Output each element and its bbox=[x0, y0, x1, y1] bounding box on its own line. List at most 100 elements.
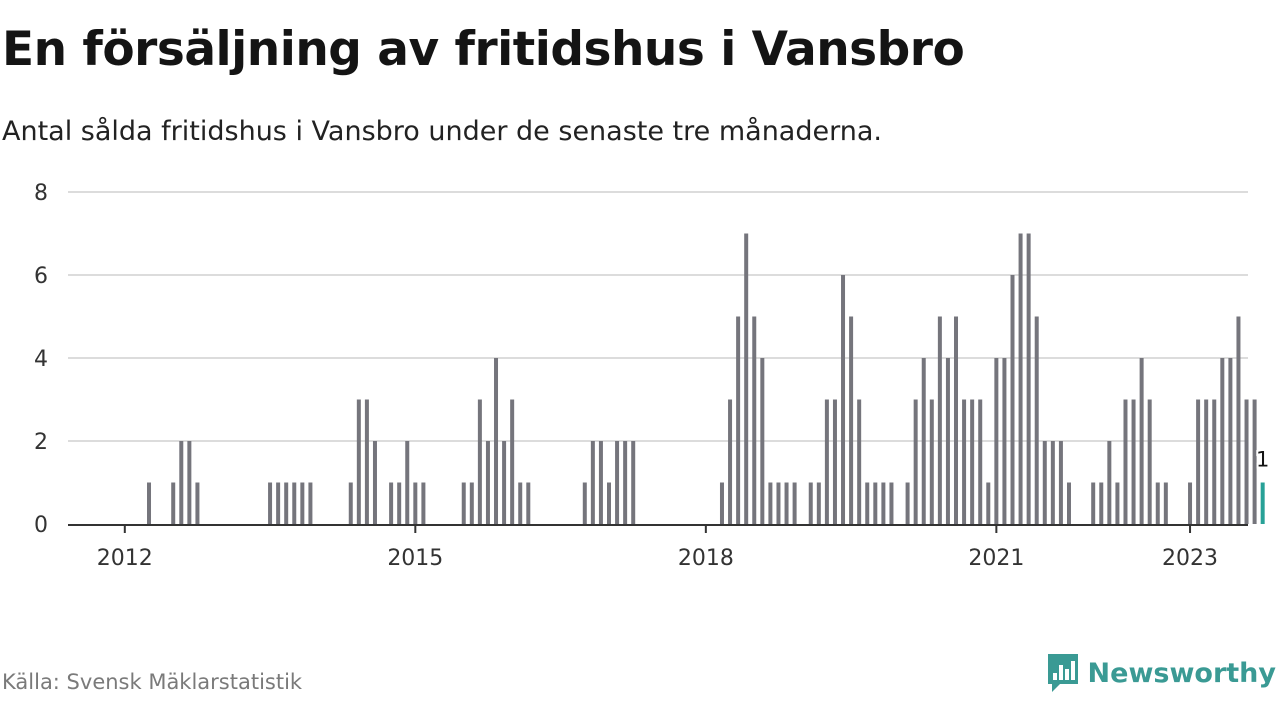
bar bbox=[1066, 482, 1071, 524]
bar bbox=[1236, 316, 1241, 524]
bar bbox=[824, 399, 829, 524]
bar bbox=[1163, 482, 1168, 524]
last-value-label: 1 bbox=[1256, 448, 1269, 472]
bar bbox=[784, 482, 789, 524]
x-axis-ticks: 2012 2015 2018 2021 2023 bbox=[97, 525, 1218, 571]
bar bbox=[502, 441, 507, 524]
bar bbox=[849, 316, 854, 524]
bar bbox=[1010, 275, 1015, 524]
brand-name: Newsworthy bbox=[1087, 657, 1276, 689]
bar bbox=[364, 399, 369, 524]
y-tick-label: 6 bbox=[34, 264, 48, 289]
bar bbox=[1026, 233, 1031, 524]
bar bbox=[623, 441, 628, 524]
bar bbox=[1018, 233, 1023, 524]
bar bbox=[1107, 441, 1112, 524]
bar bbox=[615, 441, 620, 524]
bar bbox=[518, 482, 523, 524]
y-tick-label: 8 bbox=[34, 181, 48, 206]
bar bbox=[1091, 482, 1096, 524]
bar bbox=[405, 441, 410, 524]
bar bbox=[962, 399, 967, 524]
chart-title: En försäljning av fritidshus i Vansbro bbox=[2, 22, 965, 77]
bar bbox=[1204, 399, 1209, 524]
x-tick-label: 2023 bbox=[1162, 546, 1218, 571]
bar bbox=[752, 316, 757, 524]
brand-logo: Newsworthy bbox=[1046, 652, 1276, 694]
bar bbox=[776, 482, 781, 524]
bar bbox=[1228, 358, 1233, 524]
y-axis-ticks: 0 2 4 6 8 bbox=[34, 181, 48, 538]
bar bbox=[1212, 399, 1217, 524]
bar bbox=[147, 482, 152, 524]
bar bbox=[832, 399, 837, 524]
bar bbox=[921, 358, 926, 524]
bar bbox=[276, 482, 281, 524]
bar bbox=[1188, 482, 1193, 524]
bar bbox=[1252, 399, 1257, 524]
bar bbox=[421, 482, 426, 524]
bar bbox=[792, 482, 797, 524]
bar bbox=[929, 399, 934, 524]
bar bbox=[187, 441, 192, 524]
bar bbox=[284, 482, 289, 524]
bar bbox=[477, 399, 482, 524]
x-tick-label: 2015 bbox=[387, 546, 443, 571]
bar bbox=[526, 482, 531, 524]
bar bbox=[1050, 441, 1055, 524]
bar bbox=[397, 482, 402, 524]
bar bbox=[913, 399, 918, 524]
bar bbox=[905, 482, 910, 524]
bar bbox=[1139, 358, 1144, 524]
bar bbox=[865, 482, 870, 524]
newsworthy-logo-icon bbox=[1047, 654, 1078, 692]
bar bbox=[841, 275, 846, 524]
bar bbox=[937, 316, 942, 524]
bar bbox=[1042, 441, 1047, 524]
bar bbox=[1147, 399, 1152, 524]
bar-highlighted bbox=[1260, 482, 1265, 524]
bar bbox=[179, 441, 184, 524]
bar bbox=[195, 482, 200, 524]
bar bbox=[582, 482, 587, 524]
bar bbox=[744, 233, 749, 524]
bar bbox=[954, 316, 959, 524]
bar bbox=[292, 482, 297, 524]
bar bbox=[881, 482, 886, 524]
bar bbox=[413, 482, 418, 524]
bar bbox=[970, 399, 975, 524]
bar bbox=[469, 482, 474, 524]
bar bbox=[728, 399, 733, 524]
y-tick-label: 4 bbox=[34, 347, 48, 372]
bar bbox=[857, 399, 862, 524]
bar bbox=[1155, 482, 1160, 524]
bar bbox=[1099, 482, 1104, 524]
bar bbox=[889, 482, 894, 524]
bar bbox=[300, 482, 305, 524]
bar bbox=[945, 358, 950, 524]
bar bbox=[1196, 399, 1201, 524]
y-tick-label: 2 bbox=[34, 430, 48, 455]
data-labels: 1 bbox=[1254, 446, 1271, 474]
bar bbox=[461, 482, 466, 524]
bar bbox=[873, 482, 878, 524]
bar bbox=[485, 441, 490, 524]
bar bbox=[719, 482, 724, 524]
bar bbox=[1034, 316, 1039, 524]
x-tick-label: 2012 bbox=[97, 546, 153, 571]
bar bbox=[768, 482, 773, 524]
bar-chart: 0 2 4 6 8 2012 2015 2018 2021 2023 1 bbox=[34, 181, 1271, 571]
bar bbox=[1058, 441, 1063, 524]
gridlines bbox=[68, 191, 1248, 442]
bar bbox=[510, 399, 515, 524]
bar bbox=[1002, 358, 1007, 524]
bar bbox=[1123, 399, 1128, 524]
x-tick-label: 2018 bbox=[678, 546, 734, 571]
bar bbox=[268, 482, 273, 524]
bar bbox=[760, 358, 765, 524]
bar bbox=[986, 482, 991, 524]
bar bbox=[372, 441, 377, 524]
bar bbox=[607, 482, 611, 524]
source-note: Källa: Svensk Mäklarstatistik bbox=[2, 670, 303, 694]
bar bbox=[389, 482, 394, 524]
